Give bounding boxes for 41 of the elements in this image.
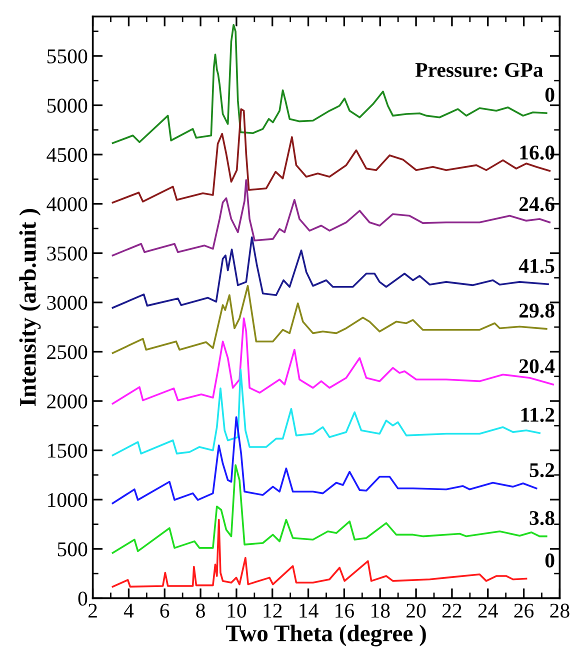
x-tick-label: 4	[124, 604, 134, 618]
y-tick-label: 2000	[47, 394, 88, 408]
x-tick-label: 14	[300, 604, 318, 618]
y-tick-label: 2500	[47, 345, 88, 360]
y-tick-label: 5000	[47, 98, 88, 113]
x-tick-label: 12	[264, 604, 282, 618]
y-tick-label: 3500	[47, 246, 88, 261]
y-tick-label: 3000	[47, 296, 88, 310]
x-tick-label: 28	[550, 604, 570, 618]
x-tick-label: 8	[196, 604, 205, 618]
series-label: 29.8	[519, 304, 554, 318]
x-tick-label: 2	[88, 604, 97, 618]
y-tick-label: 4500	[46, 148, 88, 162]
annotation: Pressure: GPa	[415, 63, 544, 78]
x-tick-label: 20	[406, 604, 426, 618]
x-tick-label: 6	[160, 604, 170, 618]
series-label: 3.8	[530, 511, 554, 526]
x-tick-label: 18	[372, 604, 390, 618]
x-tick-label: 22	[442, 604, 462, 618]
y-tick-label: 5500	[47, 49, 88, 64]
series-label: 11.2	[521, 408, 554, 422]
series-label: 16.0	[520, 146, 554, 160]
x-tick-label: 16	[336, 604, 354, 618]
series-label: 0	[545, 553, 554, 568]
y-axis-title: Intensity (arb.unit )	[19, 209, 41, 406]
series-label: 0	[545, 88, 554, 102]
y-tick-label: 1000	[48, 492, 88, 508]
line-series	[112, 317, 554, 405]
y-tick-label: 4000	[46, 197, 88, 212]
line-series	[112, 518, 528, 588]
x-tick-label: 26	[514, 604, 534, 618]
y-tick-label: 1500	[48, 444, 88, 458]
y-tick-label: 0	[78, 592, 88, 606]
y-tick-label: 500	[58, 542, 88, 556]
series-label: 20.4	[519, 359, 555, 374]
series-label: 24.6	[519, 197, 554, 212]
series-label: 5.2	[530, 463, 554, 478]
x-tick-label: 24	[478, 604, 498, 618]
series-label: 41.5	[518, 259, 554, 274]
x-axis-title: Two Theta (degree )	[226, 624, 426, 646]
x-tick-label: 10	[228, 604, 246, 618]
